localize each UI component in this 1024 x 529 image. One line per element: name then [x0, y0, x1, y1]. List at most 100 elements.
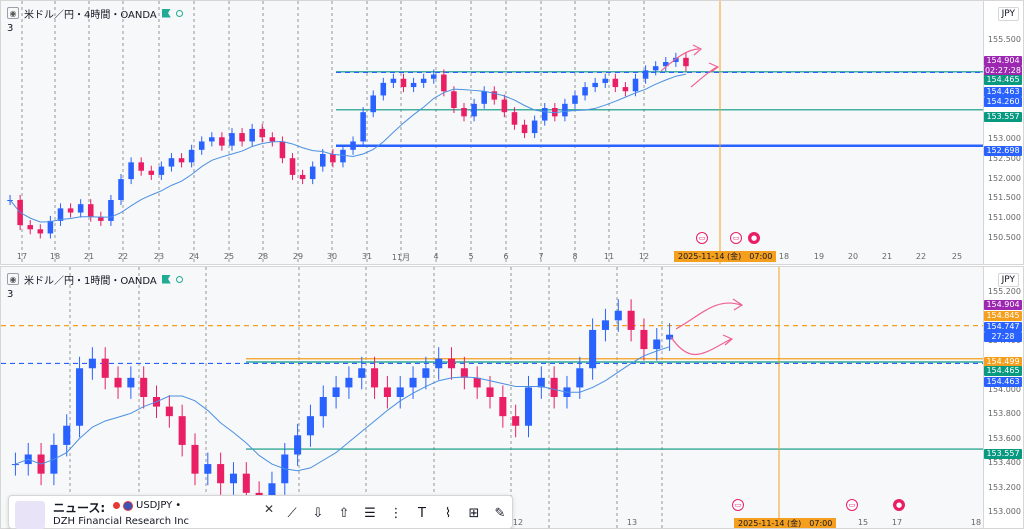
arrow-down-icon[interactable]: ⇩ [312, 505, 324, 521]
price-tick: 153.000 [987, 507, 1021, 516]
candle-body [448, 358, 456, 369]
candle-body [239, 133, 245, 142]
flag-icon[interactable] [161, 8, 171, 18]
candle-body [420, 78, 427, 83]
top-chart-pane[interactable]: ◉ 米ドル／円・4時間・OANDA 3 JPY 155.500155.00015… [0, 0, 1024, 265]
candle-body [27, 225, 33, 230]
date-tick: 19 [813, 252, 825, 261]
separator-dot-icon: • [175, 500, 182, 511]
candle-body [435, 358, 443, 369]
candle-body [673, 57, 679, 62]
candle-body [461, 108, 467, 117]
candle-body [653, 339, 661, 350]
visibility-icon[interactable]: ◉ [7, 7, 19, 19]
price-label: 154.260 [984, 97, 1022, 107]
chart-legend-4h[interactable]: ◉ 米ドル／円・4時間・OANDA [7, 5, 183, 21]
trend-line-icon[interactable]: ⟋ [287, 505, 297, 521]
date-tick: 11月 [391, 253, 411, 262]
candle-body [511, 112, 518, 125]
drawn-arrow [675, 298, 744, 330]
candle-body [76, 368, 84, 426]
candle-body [108, 200, 114, 221]
candle-body [430, 74, 437, 79]
news-thumbnail [15, 501, 45, 529]
text-tool-icon[interactable]: T [418, 505, 426, 521]
candle-body [87, 204, 94, 217]
date-tick: 6 [503, 252, 509, 261]
flag-icon[interactable] [161, 274, 171, 284]
candle-body [63, 425, 71, 445]
price-tick: 155.500 [987, 35, 1021, 44]
measure-icon[interactable]: ⊞ [468, 505, 480, 521]
us-event-icon[interactable]: ▭ [846, 499, 858, 511]
price-tick: 155.200 [987, 287, 1021, 296]
candle-body [11, 464, 19, 466]
candle-body [330, 154, 336, 163]
news-symbol[interactable]: USDJPY • [113, 500, 181, 511]
candle-body [550, 377, 558, 397]
date-tick: 13 [626, 518, 638, 527]
price-tick: 153.800 [987, 409, 1021, 419]
candle-body [67, 208, 74, 213]
candle-body [259, 128, 266, 138]
candle-body [306, 416, 314, 436]
candle-body [118, 179, 124, 200]
candle-body [269, 137, 276, 142]
candle-body [512, 416, 520, 426]
candle-body [683, 57, 689, 67]
date-tick: 7 [538, 252, 544, 261]
candle-body [541, 108, 548, 121]
candle-body [601, 320, 609, 330]
pencil-icon[interactable]: ✎ [494, 505, 506, 521]
price-axis-4h[interactable]: JPY [983, 1, 1023, 264]
price-tick: 153.200 [987, 482, 1021, 492]
close-icon[interactable]: ✕ [264, 502, 275, 516]
candle-body [422, 368, 430, 378]
chart-canvas-4h[interactable] [1, 1, 985, 265]
price-tick: 152.500 [987, 153, 1021, 163]
us-event-icon[interactable]: ▭ [696, 232, 708, 244]
price-axis-1h[interactable]: JPY [983, 267, 1023, 528]
currency-label[interactable]: JPY [997, 273, 1019, 287]
news-title: ニュース: [53, 501, 106, 515]
date-tick: 29 [292, 252, 304, 261]
candle-body [188, 149, 195, 163]
candle-body [294, 435, 302, 455]
chart-area-4h[interactable] [1, 1, 985, 264]
candle-body [88, 358, 96, 369]
price-tick: 151.000 [987, 213, 1021, 223]
date-tick: 21 [83, 252, 95, 261]
pitchfork-icon[interactable]: ⋮ [389, 505, 403, 521]
us-event-icon[interactable]: ▭ [730, 232, 742, 244]
candle-body [612, 78, 619, 88]
candle-body [451, 91, 457, 108]
chart-legend-1h[interactable]: ◉ 米ドル／円・1時間・OANDA [7, 271, 183, 287]
price-label: 154.465 [984, 75, 1022, 85]
candle-body [158, 166, 165, 175]
arrow-up-icon[interactable]: ⇧ [338, 505, 350, 521]
us-event-icon[interactable]: ▭ [732, 499, 744, 511]
visibility-icon[interactable]: ◉ [7, 273, 19, 285]
candle-body [249, 128, 255, 142]
chart-area-1h[interactable] [1, 267, 985, 528]
price-label: 153.557 [984, 112, 1022, 122]
candle-body [101, 358, 109, 378]
candle-body [614, 310, 622, 321]
candle-body [396, 387, 404, 397]
chart-canvas-1h[interactable] [1, 267, 985, 529]
drawing-toolbar[interactable]: ⟋ ⇩ ⇧ ☰ ⋮ T ⌇ ⊞ ✎ [280, 500, 512, 528]
currency-label[interactable]: JPY [997, 7, 1019, 21]
date-tick: 25 [951, 252, 963, 261]
candle-body [663, 62, 669, 67]
event-dot-icon[interactable]: ● [893, 499, 905, 511]
candle-body [209, 137, 215, 142]
bottom-chart-pane[interactable]: ◉ 米ドル／円・1時間・OANDA 3 JPY 155.200154.60015… [0, 266, 1024, 529]
fib-retracement-icon[interactable]: ☰ [364, 505, 376, 521]
candle-body [383, 387, 391, 397]
price-tick: 153.600 [987, 433, 1021, 443]
candle-body [380, 82, 387, 96]
event-dot-icon[interactable]: ● [748, 232, 760, 244]
brush-icon[interactable]: ⌇ [444, 505, 452, 521]
crosshair-date-4h: 2025-11-14 (金) 07:00 [674, 251, 777, 262]
candle-body [165, 406, 173, 417]
